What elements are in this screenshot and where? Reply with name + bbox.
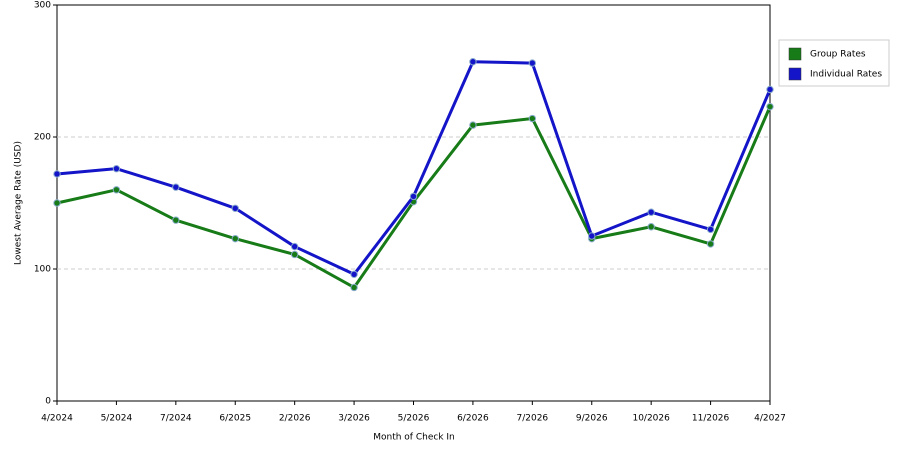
y-tick-label: 200 [34, 133, 51, 143]
data-point [112, 164, 121, 173]
data-point [706, 240, 715, 248]
x-tick-label: 6/2025 [219, 414, 251, 424]
x-tick-label: 5/2024 [101, 414, 133, 424]
legend-label: Individual Rates [810, 70, 882, 80]
data-point [409, 192, 418, 201]
x-tick-label: 10/2026 [632, 414, 670, 424]
x-tick-label: 4/2027 [754, 414, 786, 424]
y-tick-label: 300 [34, 1, 51, 11]
x-tick-label: 5/2026 [398, 414, 430, 424]
x-tick-label: 4/2024 [41, 414, 73, 424]
data-point [766, 102, 774, 111]
x-tick-label: 6/2026 [457, 414, 489, 424]
legend-swatch [788, 47, 802, 61]
data-point [53, 199, 61, 207]
data-point [112, 186, 121, 194]
data-point [706, 225, 715, 234]
data-point [350, 270, 358, 278]
x-tick-label: 7/2026 [516, 414, 548, 424]
data-point [172, 183, 180, 191]
legend-swatch [788, 67, 802, 81]
x-tick-label: 11/2026 [692, 414, 730, 424]
data-point [647, 208, 655, 216]
series-line [56, 60, 772, 276]
data-point [766, 85, 774, 94]
data-point [469, 58, 477, 66]
x-tick-label: 7/2024 [160, 414, 192, 424]
data-point [290, 250, 299, 259]
y-tick-label: 0 [45, 397, 51, 407]
data-point [528, 114, 537, 123]
data-point [290, 242, 299, 251]
data-point [528, 59, 537, 67]
x-tick-label: 2/2026 [279, 414, 311, 424]
data-point [350, 283, 358, 292]
y-tick-label: 100 [34, 265, 51, 275]
data-point [647, 223, 655, 231]
data-point [469, 121, 477, 129]
data-point [231, 234, 239, 243]
data-point [231, 204, 239, 212]
y-axis-title: Lowest Average Rate (USD) [14, 141, 24, 265]
data-point [53, 170, 61, 178]
x-axis-title: Month of Check In [373, 433, 455, 443]
x-tick-label: 3/2026 [338, 414, 370, 424]
data-point [588, 232, 596, 240]
legend-label: Group Rates [810, 50, 866, 60]
x-tick-label: 9/2026 [576, 414, 608, 424]
data-point [172, 216, 180, 224]
